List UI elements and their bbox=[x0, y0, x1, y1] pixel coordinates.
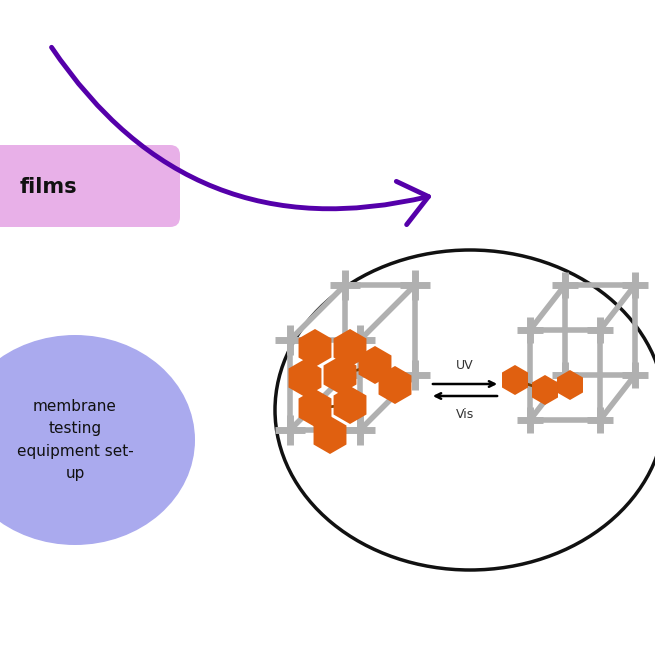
Text: membrane
testing
equipment set-
up: membrane testing equipment set- up bbox=[16, 399, 134, 481]
Polygon shape bbox=[324, 356, 356, 394]
Polygon shape bbox=[532, 375, 558, 405]
Text: UV: UV bbox=[456, 359, 474, 372]
Polygon shape bbox=[358, 346, 392, 384]
Polygon shape bbox=[333, 386, 366, 424]
FancyBboxPatch shape bbox=[0, 145, 180, 227]
Polygon shape bbox=[289, 359, 322, 397]
Polygon shape bbox=[557, 370, 583, 400]
Text: films: films bbox=[20, 177, 78, 197]
Polygon shape bbox=[299, 329, 331, 367]
Polygon shape bbox=[379, 366, 411, 404]
Polygon shape bbox=[502, 365, 528, 395]
Ellipse shape bbox=[0, 335, 195, 545]
Ellipse shape bbox=[275, 250, 655, 570]
FancyArrowPatch shape bbox=[52, 47, 428, 225]
Polygon shape bbox=[333, 329, 366, 367]
Polygon shape bbox=[314, 416, 346, 454]
Polygon shape bbox=[299, 389, 331, 427]
Text: Vis: Vis bbox=[456, 408, 474, 421]
